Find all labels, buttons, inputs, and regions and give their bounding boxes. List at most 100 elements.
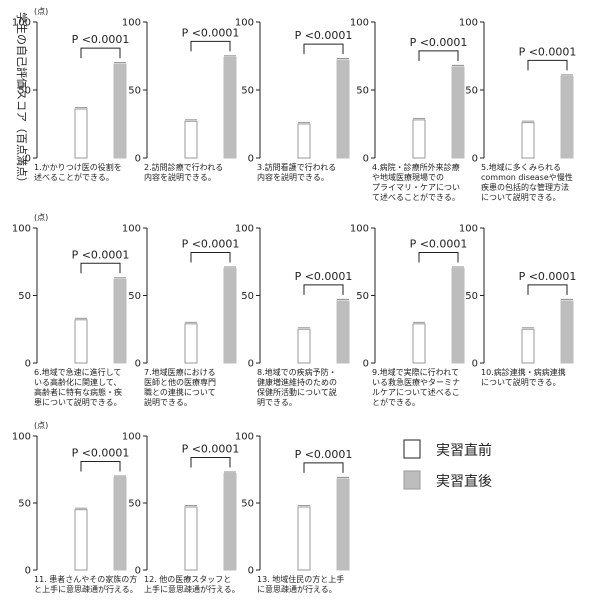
- p-value-label: P <0.0001: [72, 248, 130, 261]
- bar-before: [521, 328, 535, 364]
- significance-bracket: [303, 284, 344, 295]
- bar-before: [297, 506, 311, 571]
- significance-bracket: [303, 462, 344, 473]
- significance-bracket: [303, 43, 344, 55]
- category-label-line: 8.地域での疾病予防・: [257, 367, 337, 377]
- y-tick-label: 100: [122, 18, 141, 29]
- legend-swatch-after: [403, 470, 421, 490]
- y-tick-label: 0: [363, 359, 369, 370]
- y-tick-label: 100: [459, 224, 478, 235]
- category-label-line: 述べることができる。: [34, 172, 114, 182]
- panel-7: 0 50 100 P <0.0001 7.地域医療における医師と他の医療専門職との連携に…: [122, 224, 240, 408]
- y-tick-label: 0: [248, 154, 254, 165]
- y-tick-label: 0: [135, 359, 141, 370]
- category-label-line: 7.地域医療における: [144, 367, 216, 377]
- y-tick-label: 50: [241, 291, 254, 302]
- category-label-line: 13. 地域住民の方と上手: [257, 574, 344, 584]
- category-label-line: て述べることができる。: [372, 192, 460, 202]
- bar-before: [74, 509, 88, 571]
- bar-before: [74, 108, 88, 159]
- category-label-line: common diseaseや慢性: [481, 172, 573, 182]
- bar-after: [560, 300, 574, 364]
- bar-after: [223, 56, 237, 159]
- category-label-line: 4.病院・診療所外来診療: [372, 162, 460, 172]
- category-label-line: について説明できる。: [481, 192, 561, 202]
- p-value-label: P <0.0001: [519, 270, 577, 283]
- p-value-label: P <0.0001: [182, 238, 240, 251]
- category-label-line: 説明できる。: [144, 397, 192, 407]
- category-label-line: と上手に意思疎通が行える。: [34, 584, 138, 594]
- category-label-line: に意思疎通が行える。: [257, 584, 337, 594]
- y-unit-label: (点): [34, 421, 48, 430]
- bar-after: [223, 268, 237, 364]
- bar-after: [336, 59, 350, 159]
- category-label-line: 明できる。: [257, 398, 297, 407]
- y-tick-label: 100: [122, 224, 141, 235]
- category-label-line: いる救急医療やターミナ: [372, 377, 460, 387]
- bar-after: [451, 268, 465, 364]
- y-tick-label: 100: [350, 224, 369, 235]
- bar-before: [412, 323, 426, 364]
- y-tick-label: 100: [235, 18, 254, 29]
- category-label-line: 11. 患者さんやその家族の方: [34, 574, 137, 584]
- bar-before: [297, 123, 311, 159]
- panel-11: 0 50 100 P <0.0001 11. 患者さんやその家族の方と上手に意思疎通が行…: [12, 432, 138, 595]
- y-tick-label: 0: [25, 566, 31, 577]
- category-label-line: 1.かかりつけ医の役割を: [34, 162, 122, 172]
- category-label-line: とができる。: [372, 397, 420, 407]
- p-value-label: P <0.0001: [410, 238, 468, 251]
- category-label-line: 内容を説明できる。: [257, 172, 329, 182]
- category-label-line: ルケアについて述べるこ: [372, 387, 460, 397]
- category-label-line: 医師と他の医療専門: [144, 377, 216, 387]
- y-tick-label: 0: [25, 359, 31, 370]
- significance-bracket: [418, 50, 459, 61]
- significance-bracket: [190, 457, 231, 468]
- y-tick-label: 100: [12, 18, 31, 29]
- legend-label-after: 実習直後: [436, 473, 492, 490]
- category-label-line: 職との連携について: [144, 387, 216, 397]
- y-tick-label: 50: [18, 499, 31, 510]
- category-label-line: 3.訪問看護で行われる: [257, 162, 336, 172]
- y-tick-label: 50: [241, 86, 254, 97]
- bar-after: [451, 66, 465, 159]
- p-value-label: P <0.0001: [295, 448, 353, 461]
- y-tick-label: 50: [465, 86, 478, 97]
- y-tick-label: 0: [363, 154, 369, 165]
- y-tick-label: 50: [356, 291, 369, 302]
- significance-bracket: [80, 47, 121, 59]
- y-axis-title: 学生の自己評価スコア（百点満点）: [15, 12, 29, 188]
- p-value-label: P <0.0001: [182, 443, 240, 456]
- category-label-line: 内容を説明できる。: [144, 172, 216, 182]
- category-label-line: 疾患の包括的な管理方法: [481, 182, 569, 192]
- significance-bracket: [527, 59, 568, 71]
- category-label-line: 健康増進維持のための: [257, 377, 337, 387]
- y-tick-label: 50: [18, 291, 31, 302]
- bar-before: [184, 323, 198, 364]
- category-label-line: 高齢者に特有な病態・疾: [34, 387, 122, 397]
- y-tick-label: 0: [248, 566, 254, 577]
- legend-swatch-before: [403, 439, 421, 459]
- category-label-line: や地域医療現場での: [372, 172, 444, 182]
- category-label-line: 保健所活動について説: [257, 387, 337, 397]
- y-tick-label: 50: [128, 499, 141, 510]
- y-tick-label: 100: [459, 18, 478, 29]
- y-unit-label: (点): [34, 7, 48, 16]
- y-tick-label: 100: [350, 18, 369, 29]
- p-value-label: P <0.0001: [519, 45, 577, 58]
- y-tick-label: 0: [25, 154, 31, 165]
- category-label-line: 12. 他の医療スタッフと: [144, 574, 231, 584]
- category-label-line: いる高齢化に関連して、: [34, 377, 121, 387]
- significance-bracket: [190, 40, 231, 52]
- category-label-line: 上手に意思疎通が行える。: [144, 584, 240, 594]
- significance-bracket: [418, 252, 459, 263]
- category-label-line: 6.地域で急速に進行して: [34, 367, 121, 377]
- y-tick-label: 50: [128, 291, 141, 302]
- category-label-line: 2.訪問診療で行われる: [144, 162, 223, 172]
